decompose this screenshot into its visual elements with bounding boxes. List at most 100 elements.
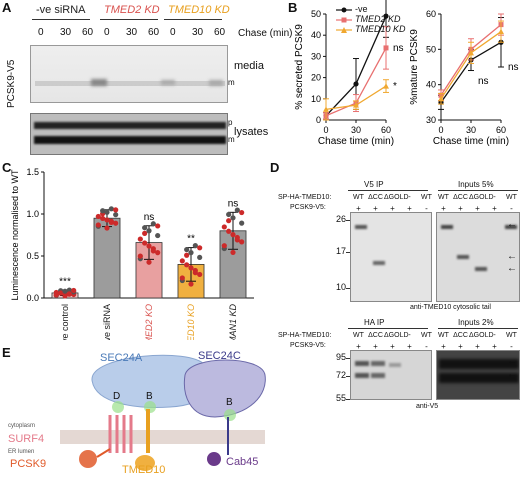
panel-label-a: A	[2, 0, 12, 15]
replicate-dot	[108, 206, 114, 212]
tmed10-gold-domain	[135, 455, 155, 471]
replicate-dot	[230, 215, 236, 221]
site-b2-glow	[224, 409, 236, 421]
band	[355, 225, 367, 229]
replicate-dot	[226, 218, 232, 224]
band	[355, 361, 369, 366]
category-label: TMED10 KO	[186, 304, 196, 340]
luminescence-chart: 0.0 0.5 1.0 1.5 Luminescence normalised to W…	[10, 167, 254, 340]
x-tick-label: 0	[438, 125, 443, 135]
band-arrow: ←	[507, 369, 517, 380]
pcsk9-label: PCSK9	[10, 458, 46, 470]
lane-tmed10-label: -	[408, 194, 411, 201]
mw-tick	[346, 220, 350, 221]
lysates-label: lysates	[234, 126, 269, 138]
band	[439, 359, 519, 369]
ip-blot	[350, 350, 432, 400]
lane-tmed10-label: WT	[506, 332, 517, 339]
band	[457, 255, 469, 259]
chase-value: 60	[148, 27, 160, 38]
replicate-dot	[113, 212, 119, 218]
replicate-dot	[142, 230, 148, 236]
band	[371, 373, 385, 378]
sec24a-label: SEC24A	[100, 352, 143, 364]
replicate-dot	[146, 228, 152, 234]
replicate-dot	[239, 239, 245, 245]
lysates-band-m-label: m	[228, 135, 235, 144]
chase-value: 60	[82, 27, 94, 38]
group-header: -ve siRNA	[36, 4, 86, 16]
group-underline	[164, 19, 222, 20]
significance-annotation: ***	[59, 276, 71, 287]
replicate-dot	[179, 275, 185, 281]
x-tick-label: 30	[351, 125, 361, 135]
y-tick-label: 40	[311, 30, 321, 40]
replicate-dot	[142, 225, 148, 231]
group-underline	[100, 19, 158, 20]
lane-pcsk9-label: +	[475, 204, 480, 213]
er-lumen-label: ER lumen	[8, 449, 34, 455]
lane-tmed10-label: ΔGOLD	[469, 332, 494, 339]
mw-tick	[346, 358, 350, 359]
tmed10-label: TMED10	[122, 464, 165, 476]
lane-tmed10-label: -	[493, 194, 496, 201]
y-tick-label: 20	[311, 73, 321, 83]
replicate-dot	[71, 287, 77, 294]
x-tick-label: 30	[466, 125, 476, 135]
lane-pcsk9-label: +	[441, 204, 446, 213]
media-band-lane6	[161, 80, 175, 85]
lane-pcsk9-label: -	[510, 204, 513, 213]
group-header: TMED2 KD	[104, 4, 160, 16]
category-label: -ve siRNA	[102, 304, 112, 340]
x-axis-label: Chase time (min)	[433, 136, 509, 147]
lane-pcsk9-label: +	[407, 342, 412, 351]
lane-pcsk9-label: +	[373, 204, 378, 213]
lane-pcsk9-label: -	[425, 342, 428, 351]
replicate-dot	[62, 293, 68, 299]
significance-annotation: **	[187, 234, 195, 245]
site-d-glow	[112, 401, 124, 413]
pcsk9-v5-label: PCSK9-V5	[6, 59, 17, 108]
input-header: Inputs 5%	[458, 180, 494, 189]
replicate-dot	[188, 250, 194, 256]
lane-tmed10-label: WT	[353, 332, 364, 339]
pcsk9-shape	[79, 450, 97, 468]
replicate-dot	[239, 209, 245, 216]
replicate-dot	[197, 271, 203, 278]
data-point	[383, 13, 389, 19]
group-header: TMED10 KD	[168, 4, 230, 16]
significance-annotation: ns	[144, 212, 155, 223]
cab45-shape	[207, 452, 221, 466]
replicate-dot	[239, 220, 245, 226]
band-arrow: ←	[507, 251, 517, 262]
model-diagram: SEC24A SEC24C D B B cytoplasm SURF4 ER l…	[8, 350, 266, 476]
y-tick-label: 40	[426, 80, 436, 90]
band-arrow: ←	[507, 219, 517, 230]
replicate-dot	[184, 252, 190, 258]
replicate-dot	[104, 209, 110, 215]
replicate-dot	[226, 211, 232, 218]
replicate-dot	[234, 237, 240, 243]
replicate-dot	[155, 250, 161, 256]
replicate-dot	[100, 215, 106, 222]
replicate-dot	[234, 207, 240, 213]
lane-tmed10-label: WT	[353, 194, 364, 201]
group-underline	[32, 19, 90, 20]
bottom-blot-caption: anti-V5	[416, 403, 439, 410]
cab45-label: Cab45	[226, 456, 258, 468]
band	[371, 361, 385, 366]
y-axis-label: Luminescence normalised to WT	[10, 169, 20, 301]
replicate-dot	[192, 243, 198, 249]
y-tick-label: 1.0	[26, 209, 39, 219]
lane-pcsk9-label: +	[356, 342, 361, 351]
replicate-dot	[113, 220, 119, 226]
mw-marker: 55	[335, 393, 346, 403]
replicate-dot	[142, 240, 148, 246]
replicate-dot	[221, 243, 227, 249]
mw-tick	[346, 399, 350, 400]
media-label: media	[234, 60, 264, 72]
lysates-band-m	[34, 136, 226, 144]
site-b2-label: B	[226, 397, 233, 408]
header-line	[348, 328, 428, 329]
media-band-lane9	[209, 80, 223, 86]
